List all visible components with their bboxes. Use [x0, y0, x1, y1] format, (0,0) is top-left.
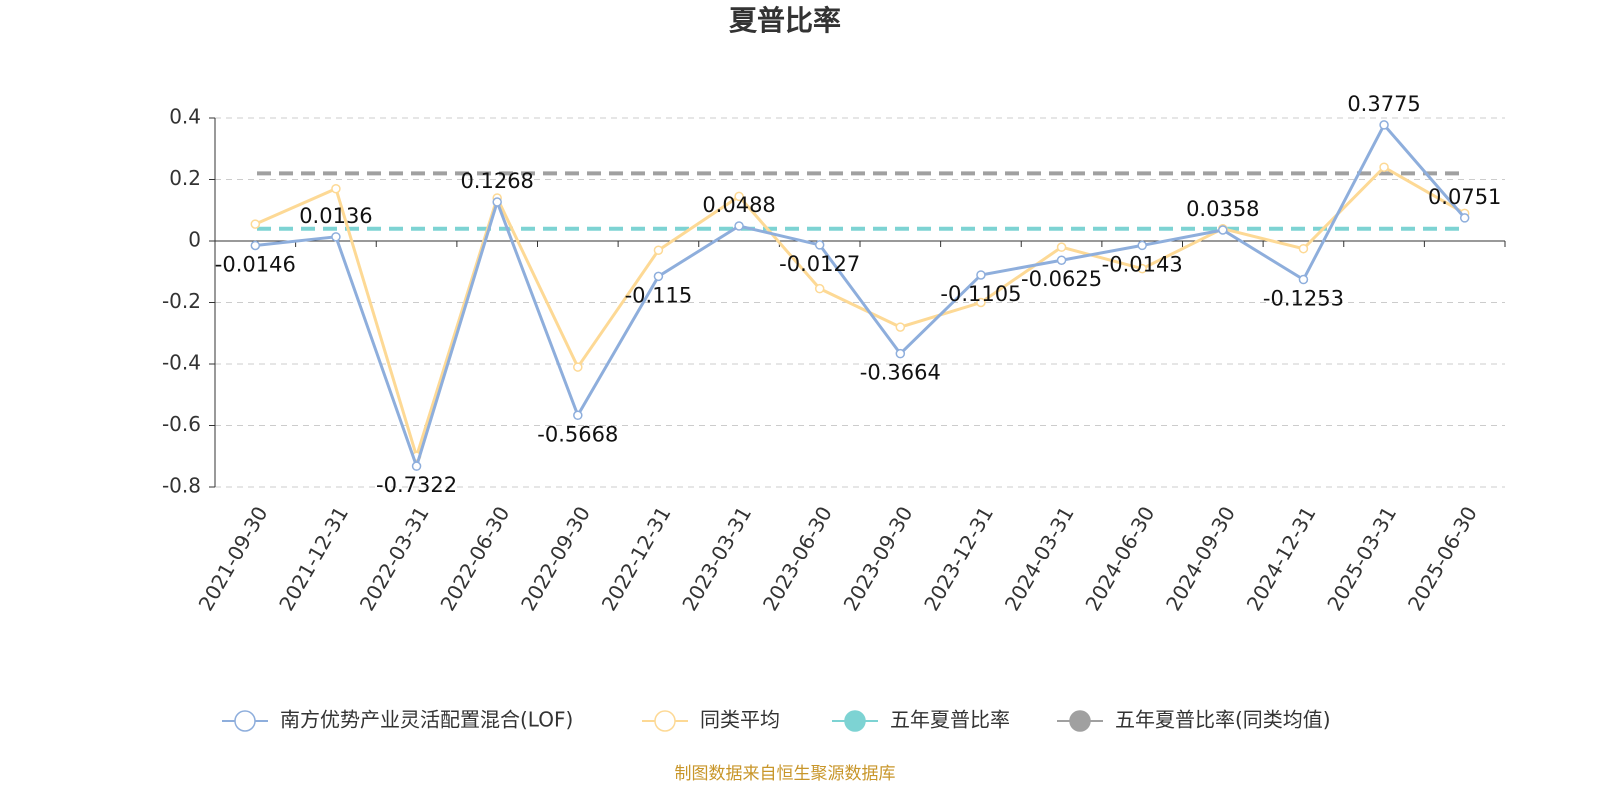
legend-marker — [1069, 710, 1091, 732]
point — [1218, 225, 1228, 235]
legend-label: 五年夏普比率(同类均值) — [1115, 708, 1331, 732]
x-tick-label: 2024-03-31 — [1000, 502, 1079, 615]
data-label: -0.7322 — [376, 473, 457, 497]
point — [976, 270, 986, 280]
data-label: -0.0127 — [779, 252, 860, 276]
x-tick-label: 2023-12-31 — [919, 502, 998, 615]
x-tick-label: 2024-12-31 — [1242, 502, 1321, 615]
x-tick-label: 2023-06-30 — [758, 502, 837, 615]
point — [976, 297, 986, 308]
point — [492, 197, 502, 207]
point — [1298, 274, 1309, 285]
data-label: -0.1253 — [1263, 287, 1344, 311]
point — [814, 240, 825, 250]
x-tick-label: 2021-12-31 — [274, 502, 353, 615]
point — [734, 221, 744, 231]
series-line — [255, 122, 1466, 471]
point — [1379, 162, 1389, 172]
legend-label: 五年夏普比率 — [890, 708, 1010, 732]
y-tick-label: 0.2 — [169, 166, 201, 190]
legend-label: 南方优势产业灵活配置混合(LOF) — [280, 708, 573, 732]
point — [250, 240, 261, 251]
point — [734, 191, 744, 202]
point — [1137, 240, 1147, 251]
data-label: -0.0146 — [215, 252, 296, 276]
source-note: 制图数据来自恒生聚源数据库 — [675, 764, 896, 784]
chart-title: 夏普比率 — [729, 4, 841, 37]
legend-marker — [234, 710, 256, 732]
x-tick-label: 2025-03-31 — [1322, 502, 1401, 615]
point — [1056, 255, 1067, 265]
legend-marker — [844, 710, 866, 732]
x-tick-label: 2022-06-30 — [435, 502, 514, 615]
point — [1056, 242, 1067, 252]
x-tick-label: 2023-09-30 — [839, 502, 918, 615]
data-label: -0.3664 — [860, 361, 941, 385]
data-label: 0.0751 — [1428, 185, 1501, 209]
data-label: 0.3775 — [1347, 92, 1420, 116]
x-tick-label: 2022-12-31 — [597, 502, 676, 615]
x-tick-label: 2021-09-30 — [194, 502, 273, 615]
data-label: 0.0488 — [702, 193, 775, 217]
point — [331, 232, 341, 242]
y-tick-label: 0.4 — [169, 105, 201, 129]
point — [1459, 213, 1470, 223]
legend-label: 同类平均 — [700, 708, 780, 732]
point — [895, 348, 906, 359]
point — [573, 410, 583, 421]
x-tick-label: 2024-09-30 — [1161, 502, 1240, 615]
y-tick-label: -0.4 — [162, 351, 201, 375]
y-tick-label: -0.2 — [162, 289, 201, 313]
y-tick-label: -0.6 — [162, 412, 201, 436]
data-label: 0.1268 — [460, 169, 533, 193]
x-tick-label: 2025-06-30 — [1403, 502, 1482, 615]
point — [1298, 243, 1309, 254]
x-tick-label: 2022-09-30 — [516, 502, 595, 615]
legend-marker — [654, 710, 676, 732]
data-label: -0.1105 — [940, 282, 1021, 306]
x-tick-label: 2023-03-31 — [677, 502, 756, 615]
data-label: 0.0358 — [1186, 197, 1259, 221]
y-tick-label: -0.8 — [162, 474, 201, 498]
point — [1137, 263, 1147, 274]
point — [653, 245, 664, 255]
point — [895, 322, 906, 332]
data-label: -0.0143 — [1102, 252, 1183, 276]
series-line — [254, 165, 1466, 462]
point — [653, 271, 664, 282]
point — [573, 362, 583, 372]
point — [250, 219, 261, 229]
point — [331, 183, 341, 194]
data-label: 0.0136 — [299, 204, 372, 228]
point — [814, 283, 825, 294]
x-tick-label: 2024-06-30 — [1080, 502, 1159, 615]
x-tick-label: 2022-03-31 — [355, 502, 434, 615]
point — [1379, 120, 1389, 130]
point — [411, 461, 422, 471]
y-tick-label: 0 — [188, 228, 201, 252]
data-label: -0.0625 — [1021, 267, 1102, 291]
data-label: -0.5668 — [537, 422, 618, 446]
data-label: -0.115 — [625, 283, 693, 307]
